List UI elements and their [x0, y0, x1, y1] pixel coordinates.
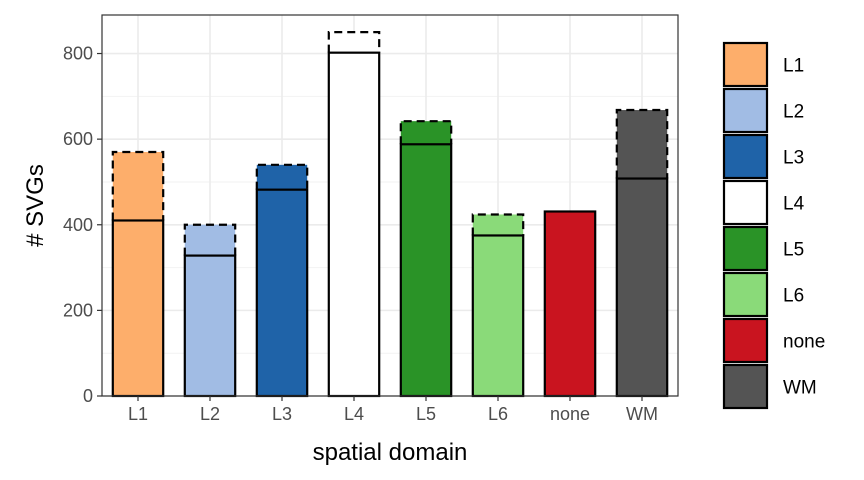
- bar-total-outline-L6: [471, 213, 525, 236]
- bar-WM: [615, 177, 669, 398]
- legend-label-L3: L3: [783, 148, 804, 169]
- bars: [111, 31, 669, 398]
- bar-total-L5: [400, 121, 452, 145]
- bar-total-L6: [472, 214, 524, 236]
- legend: L1 L2 L3 L4 L5 L6 none WM: [722, 41, 825, 410]
- x-tick-label: L1: [128, 404, 148, 424]
- bar-total-outline-L1: [111, 150, 165, 221]
- legend-key-L2: [722, 87, 769, 134]
- x-tick-label: L4: [344, 404, 364, 424]
- x-tick-label: L5: [416, 404, 436, 424]
- legend-key-none: [722, 317, 769, 364]
- x-tick-label: L3: [272, 404, 292, 424]
- bar-total-L4: [328, 32, 380, 53]
- bar-none: [543, 210, 597, 398]
- plot-panel-border: [101, 14, 679, 397]
- bar-total-L3: [256, 164, 308, 190]
- legend-key-L3: [722, 133, 769, 180]
- y-tick-label: 600: [63, 129, 93, 149]
- legend-label-L6: L6: [783, 286, 804, 307]
- legend-key-WM: [722, 363, 769, 410]
- y-axis-title: # SVGs: [22, 164, 49, 247]
- legend-label-L4: L4: [783, 194, 805, 215]
- y-tick-label: 200: [63, 300, 93, 320]
- bar-total-WM: [616, 110, 668, 179]
- axes: 0 200 400 600 800 L1 L2 L3 L4 L5 L6 none WM: [63, 44, 658, 424]
- bar-L2: [183, 254, 237, 398]
- bar-total-outline-WM: [615, 108, 669, 179]
- legend-key-L4: [722, 179, 769, 226]
- y-tick-label: 0: [83, 386, 93, 406]
- bar-total-L2: [184, 224, 236, 256]
- y-tick-label: 800: [63, 44, 93, 64]
- legend-label-L5: L5: [783, 240, 804, 261]
- bar-L4: [327, 51, 381, 398]
- legend-key-L1: [722, 41, 769, 88]
- bar-L3: [255, 188, 309, 398]
- legend-label-none: none: [783, 332, 825, 353]
- bar-L1: [111, 219, 165, 398]
- legend-key-L5: [722, 225, 769, 272]
- legend-label-L2: L2: [783, 102, 804, 123]
- bar-total-outline-L2: [183, 223, 237, 256]
- bar-total-outline-L5: [399, 120, 453, 145]
- bar-L5: [399, 143, 453, 398]
- x-tick-label: L6: [488, 404, 508, 424]
- bar-L6: [471, 234, 525, 398]
- x-axis-title: spatial domain: [313, 439, 468, 466]
- x-tick-label: none: [550, 404, 590, 424]
- bar-total-L1: [112, 151, 164, 221]
- x-tick-label: WM: [626, 404, 658, 424]
- legend-label-WM: WM: [783, 378, 817, 399]
- y-tick-label: 400: [63, 215, 93, 235]
- bar-total-outline-L4: [327, 31, 381, 53]
- x-tick-label: L2: [200, 404, 220, 424]
- legend-key-L6: [722, 271, 769, 318]
- legend-label-L1: L1: [783, 56, 804, 77]
